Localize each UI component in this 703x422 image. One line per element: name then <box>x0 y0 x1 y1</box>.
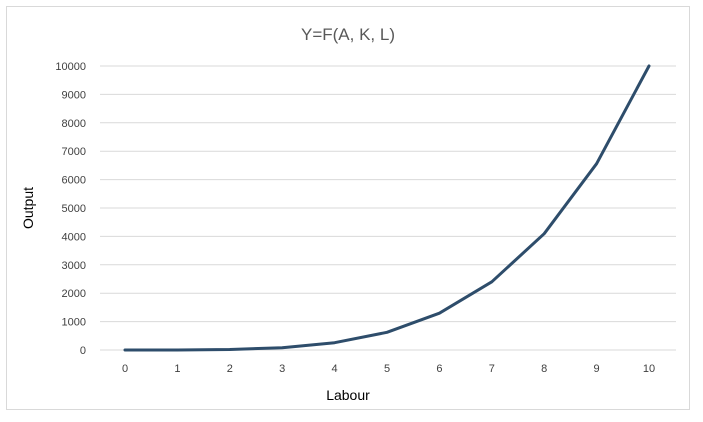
data-point <box>647 64 651 68</box>
y-tick-label: 0 <box>80 345 86 357</box>
y-axis-title: Output <box>20 187 36 229</box>
data-point <box>385 331 389 334</box>
data-point <box>176 348 179 352</box>
x-tick-label: 10 <box>643 363 655 375</box>
data-point <box>438 311 441 315</box>
x-tick-label: 3 <box>279 363 285 375</box>
data-point <box>595 162 598 165</box>
x-tick-label: 2 <box>227 363 233 375</box>
x-tick-label: 4 <box>332 363 338 375</box>
y-tick-label: 2000 <box>62 288 86 300</box>
series-group <box>123 64 651 352</box>
y-tick-label: 6000 <box>62 175 86 187</box>
data-point <box>281 346 284 349</box>
x-tick-label: 0 <box>122 363 128 375</box>
x-tick-label: 8 <box>541 363 547 375</box>
y-tick-label: 4000 <box>62 231 86 243</box>
y-tick-label: 10000 <box>55 61 86 73</box>
y-tick-label: 5000 <box>62 203 86 215</box>
x-tick-label: 7 <box>489 363 495 375</box>
x-axis-ticks: 0 1 2 3 4 5 6 7 8 9 10 <box>122 363 655 375</box>
data-point <box>123 348 127 352</box>
y-tick-label: 8000 <box>62 118 86 130</box>
x-axis-title: Labour <box>326 387 370 403</box>
data-point <box>490 280 493 284</box>
data-point <box>333 341 336 344</box>
data-point <box>228 348 231 351</box>
x-tick-label: 6 <box>436 363 442 375</box>
x-tick-label: 9 <box>594 363 600 375</box>
gridlines <box>100 65 676 351</box>
x-tick-label: 5 <box>384 363 390 375</box>
y-axis-ticks: 0 1000 2000 3000 4000 5000 6000 7000 8000 9000 100… <box>55 61 86 357</box>
y-tick-label: 9000 <box>62 89 86 101</box>
y-tick-label: 3000 <box>62 260 86 272</box>
chart-title: Y=F(A, K, L) <box>301 25 395 44</box>
data-point <box>543 232 546 235</box>
y-tick-label: 1000 <box>62 317 86 329</box>
y-tick-label: 7000 <box>62 146 86 158</box>
x-tick-label: 1 <box>174 363 180 375</box>
